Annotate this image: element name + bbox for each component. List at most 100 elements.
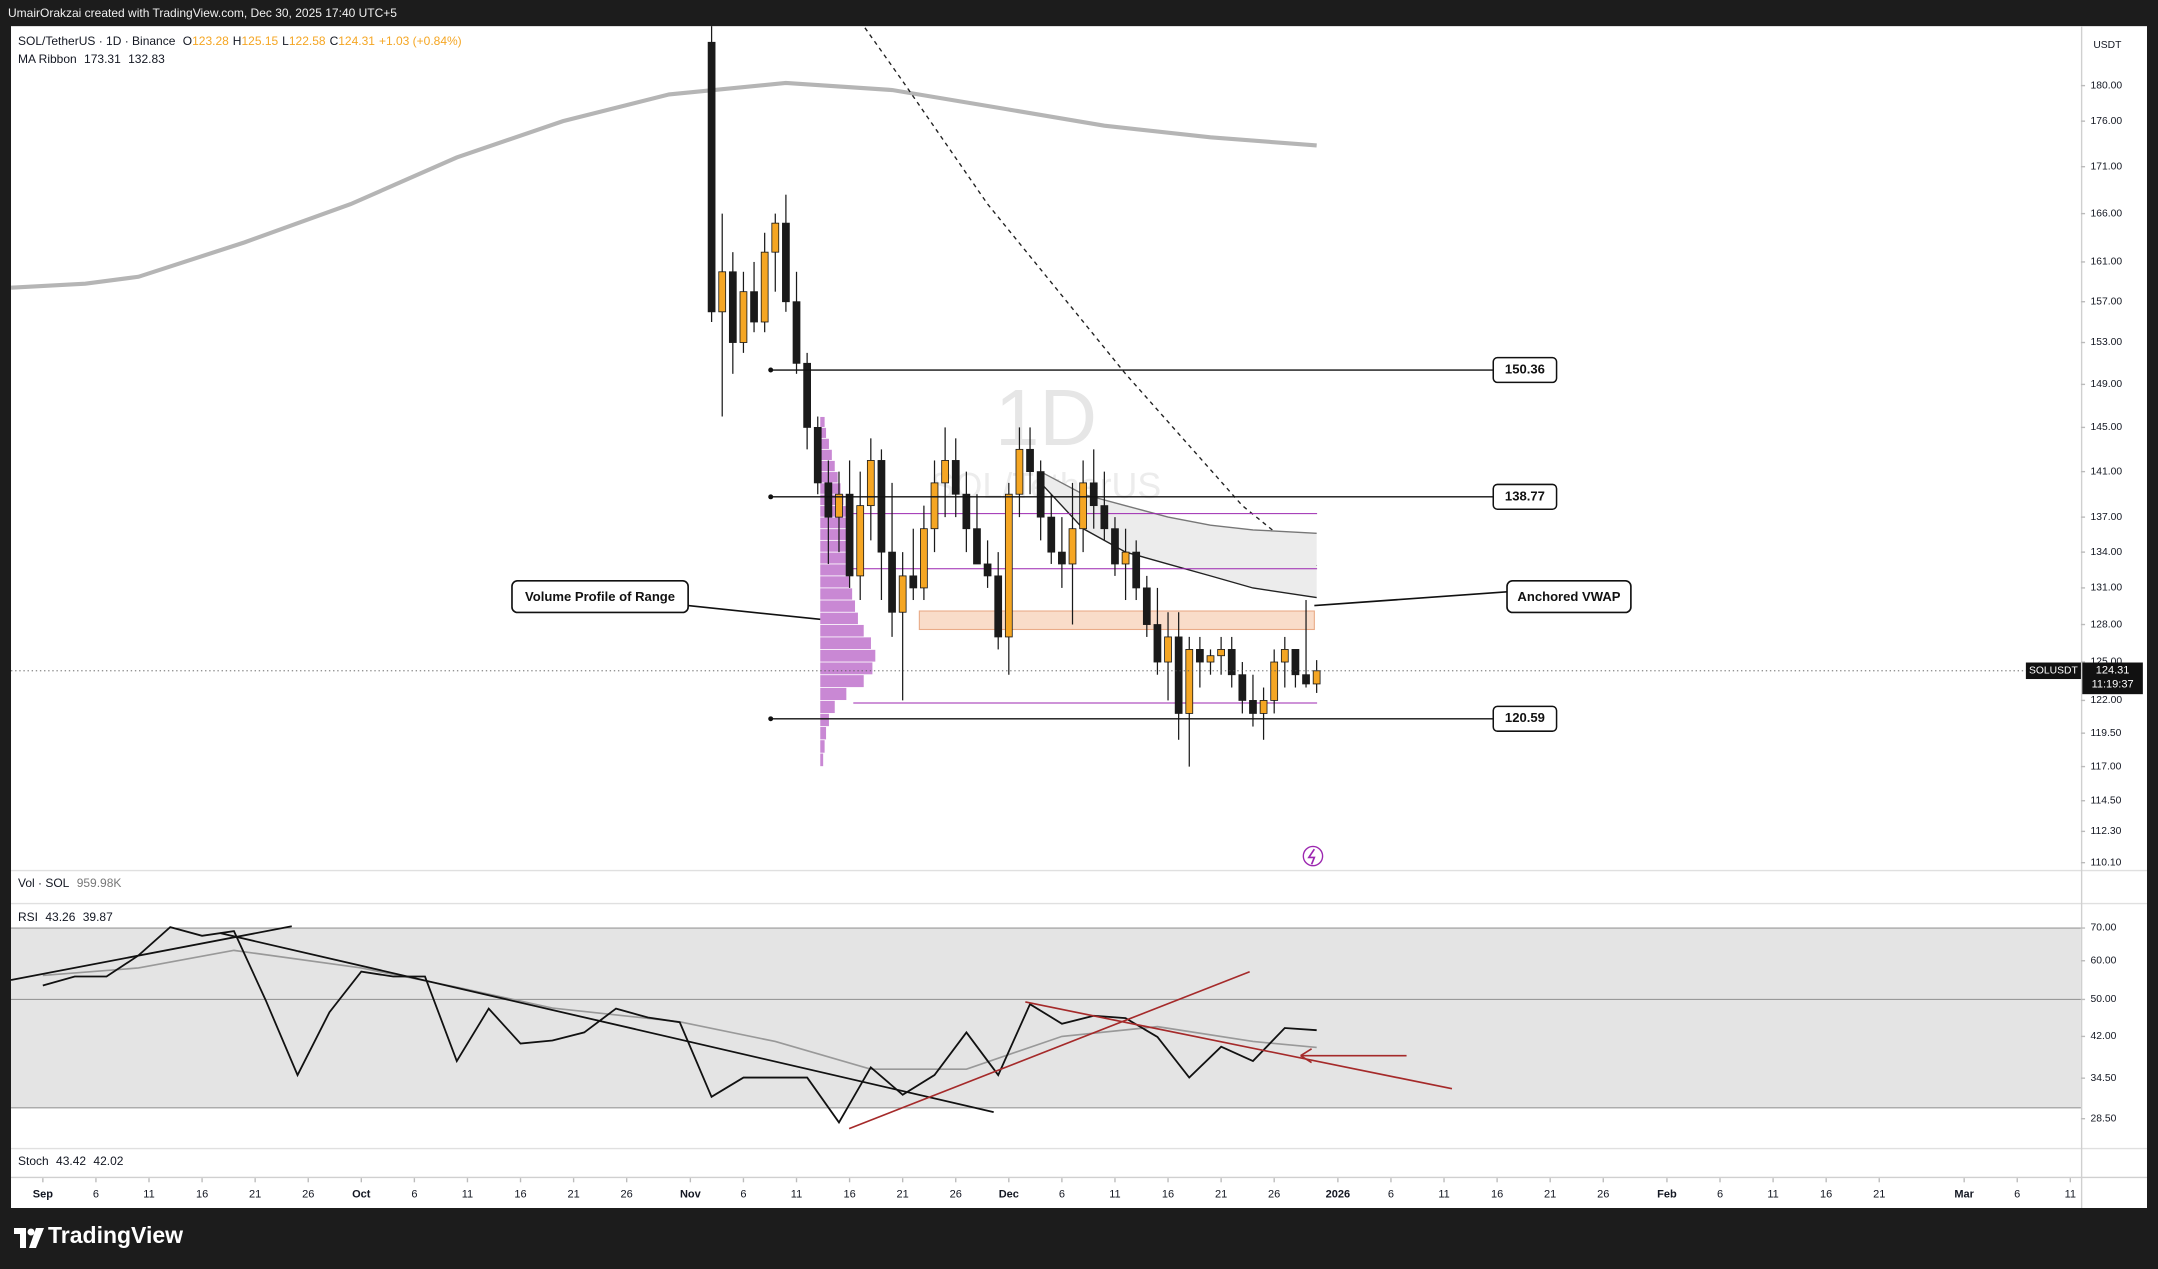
candle-body — [856, 505, 865, 577]
x-tick-label: 11 — [143, 1189, 154, 1201]
overlay: Volume Profile of Range Anchored VWAP 18… — [10, 80, 2143, 1201]
volume-profile-bar — [820, 753, 824, 767]
ohlc-part: C — [329, 34, 339, 48]
volume-profile-bar — [820, 700, 835, 714]
candle-body — [951, 460, 960, 495]
y-tick-label: 119.50 — [2091, 728, 2122, 739]
x-tick-label: 2026 — [1326, 1189, 1350, 1201]
price-tag-countdown: 11:19:37 — [2092, 678, 2134, 690]
x-tick-label: 16 — [1491, 1189, 1503, 1201]
volume-profile-bar — [820, 649, 876, 662]
x-tick-label: Sep — [33, 1189, 53, 1201]
trendline — [10, 925, 292, 981]
volume-profile-bar — [820, 675, 864, 688]
y-tick-label: 176.00 — [2091, 116, 2123, 127]
y-tick-label: 28.50 — [2091, 1113, 2117, 1124]
rsi-ma-value: 39.87 — [82, 910, 113, 924]
volume-profile-bar — [820, 449, 832, 461]
volume-label: Vol · SOL — [18, 876, 70, 890]
candle-body — [1259, 700, 1268, 714]
x-tick-label: 26 — [1268, 1189, 1280, 1201]
callout-text: Anchored VWAP — [1517, 589, 1620, 604]
candle-body — [1227, 649, 1236, 676]
candle-body — [941, 460, 949, 484]
candle-body — [824, 482, 833, 518]
volume-profile-bar — [820, 624, 864, 637]
ohlc-part: 125.15 — [241, 34, 279, 48]
volume-profile-bar — [820, 517, 850, 529]
callout-text: Volume Profile of Range — [525, 589, 675, 604]
volume-profile-bar — [820, 416, 825, 427]
candle-body — [1185, 649, 1194, 714]
candle-body — [1121, 551, 1130, 565]
ohlc: O123.28 H125.15 L122.58 C124.31 +1.03 (+0.84… — [183, 34, 466, 48]
footer: TradingView — [0, 1208, 2158, 1269]
candle-body — [877, 460, 886, 553]
candle-body — [803, 362, 811, 428]
y-tick-label: 157.00 — [2091, 296, 2123, 307]
rsi-label: RSI — [18, 910, 39, 924]
stoch-legend: Stoch 43.42 42.02 — [18, 1154, 127, 1168]
x-tick-label: Nov — [680, 1189, 702, 1201]
volume-profile-bar — [820, 600, 856, 612]
candle-body — [739, 291, 748, 343]
volume-profile-bar — [820, 552, 847, 564]
trendline — [220, 932, 994, 1113]
volume-legend: Vol · SOL 959.98K — [18, 876, 125, 890]
candle-body — [1132, 551, 1141, 589]
ohlc-part: 123.28 — [192, 34, 229, 48]
level-label-box — [1492, 705, 1558, 732]
ma-label: MA Ribbon — [18, 52, 77, 66]
x-tick-label: Feb — [1657, 1189, 1677, 1201]
candle-body — [1249, 700, 1257, 714]
y-tick-label: 122.00 — [2091, 695, 2123, 706]
ohlc-part: H — [232, 34, 242, 48]
volume-profile-bar — [820, 506, 847, 517]
y-tick-label: 42.00 — [2091, 1031, 2117, 1042]
event-icon-bolt — [1307, 848, 1316, 865]
candle-body — [718, 271, 727, 313]
level-label-box — [1492, 356, 1558, 384]
candle-body — [1291, 649, 1300, 676]
x-tick-label: 21 — [249, 1189, 261, 1201]
x-tick-label: 6 — [1059, 1189, 1065, 1201]
volume-profile-bar — [820, 540, 850, 552]
x-tick-label: 16 — [1162, 1189, 1174, 1201]
watermark: 1D — [995, 373, 1097, 462]
rsi-value: 43.26 — [45, 910, 76, 924]
y-tick-label: 128.00 — [2091, 619, 2123, 630]
brand: TradingView — [48, 1222, 184, 1248]
y-tick-label: 137.00 — [2091, 512, 2123, 523]
callout-box — [511, 579, 689, 614]
x-tick-label: Oct — [352, 1189, 371, 1201]
volume-profile-bar — [820, 637, 871, 650]
candle-body — [866, 460, 875, 507]
candle-body — [1174, 636, 1183, 714]
x-tick-label: 6 — [1717, 1189, 1723, 1201]
x-tick-label: 21 — [1544, 1189, 1556, 1201]
candle-body — [1047, 516, 1056, 553]
ohlc-part: O — [182, 34, 193, 48]
x-tick-label: 6 — [1388, 1189, 1394, 1201]
y-tick-label: 34.50 — [2091, 1073, 2117, 1084]
level-label: 150.36 — [1505, 361, 1545, 376]
candle-body — [1217, 649, 1225, 657]
x-tick-label: 11 — [791, 1189, 802, 1201]
candle-body — [1058, 551, 1066, 565]
level-label-box — [1492, 483, 1558, 510]
symbol-tag-text: SOLUSDT — [2029, 665, 2078, 676]
trendline — [848, 970, 1250, 1130]
candle-body — [1153, 624, 1162, 663]
candle-body — [1015, 448, 1024, 495]
ohlc-part: +1.03 (+0.84%) — [378, 34, 462, 48]
candle-body — [728, 271, 737, 343]
ma-value: 132.83 — [128, 52, 165, 66]
attribution: UmairOrakzai created with TradingView.co… — [8, 6, 397, 20]
level-anchor — [768, 716, 774, 722]
y-tick-label: 117.00 — [2091, 761, 2122, 772]
symbol-tag — [2025, 662, 2081, 680]
x-tick-label: 26 — [1597, 1189, 1609, 1201]
symbol-legend: SOL/TetherUS · 1D · Binance O123.28 H125.… — [18, 34, 470, 48]
candle-body — [792, 301, 801, 364]
event-icon[interactable] — [1302, 845, 1324, 867]
